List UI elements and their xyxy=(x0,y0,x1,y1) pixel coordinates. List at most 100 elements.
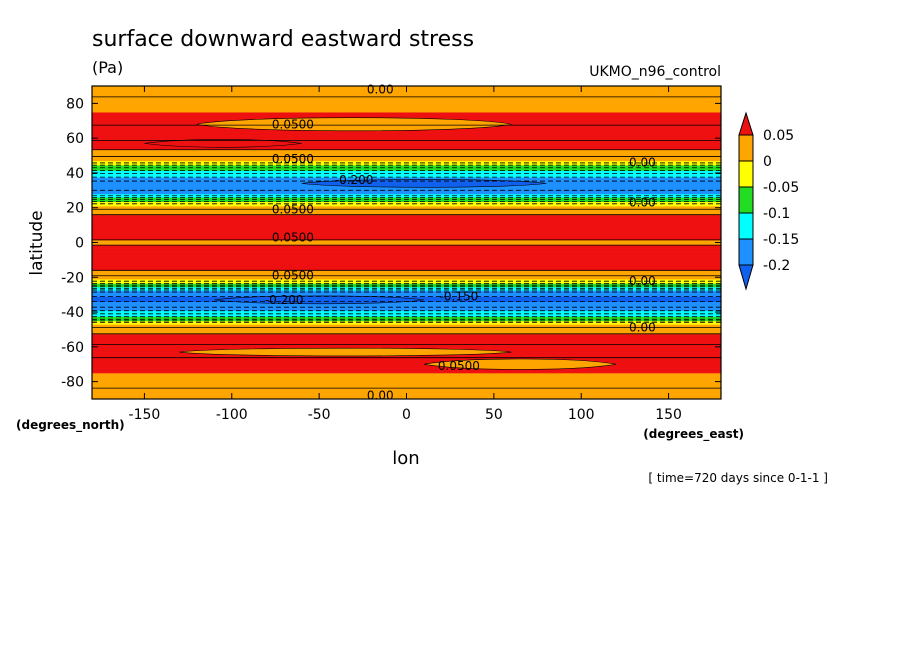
band xyxy=(92,215,721,217)
band xyxy=(92,175,721,177)
band xyxy=(92,314,721,316)
band xyxy=(92,93,721,96)
band xyxy=(92,138,721,140)
band xyxy=(92,105,721,107)
band xyxy=(92,373,721,376)
band xyxy=(92,205,721,208)
band xyxy=(92,313,721,316)
band xyxy=(92,156,721,158)
band xyxy=(92,137,721,139)
contour-patch xyxy=(196,117,512,132)
band xyxy=(92,245,721,248)
band xyxy=(92,103,721,105)
band xyxy=(92,237,721,239)
band xyxy=(92,317,721,319)
band xyxy=(92,92,721,94)
contour-label: 0.00 xyxy=(629,156,656,170)
band xyxy=(92,112,721,114)
band xyxy=(92,315,721,317)
band xyxy=(92,205,721,207)
contour-label: -0.200 xyxy=(265,293,304,307)
band xyxy=(92,292,721,294)
colorbar-label: 0 xyxy=(763,154,772,170)
band xyxy=(92,232,721,234)
band xyxy=(92,385,721,388)
band xyxy=(92,145,721,148)
band xyxy=(92,146,721,149)
contour-label: 0.00 xyxy=(629,321,656,335)
band xyxy=(92,144,721,146)
band xyxy=(92,375,721,377)
band xyxy=(92,99,721,101)
band xyxy=(92,231,721,233)
dataset-label: UKMO_n96_control xyxy=(589,64,721,80)
band xyxy=(92,133,721,136)
band xyxy=(92,263,721,265)
band xyxy=(92,193,721,196)
band xyxy=(92,249,721,251)
band xyxy=(92,381,721,383)
band xyxy=(92,331,721,333)
band xyxy=(92,345,721,347)
band xyxy=(92,258,721,260)
band xyxy=(92,254,721,256)
band xyxy=(92,379,721,381)
band xyxy=(92,339,721,342)
x-axis-label: lon xyxy=(392,448,419,469)
band xyxy=(92,384,721,386)
band xyxy=(92,369,721,371)
band xyxy=(92,204,721,206)
band xyxy=(92,212,721,215)
band xyxy=(92,108,721,110)
band xyxy=(92,198,721,200)
band xyxy=(92,161,721,163)
band xyxy=(92,169,721,171)
band xyxy=(92,147,721,149)
band xyxy=(92,277,721,279)
band xyxy=(92,333,721,336)
y-tick-label: -20 xyxy=(61,270,84,286)
contour-label: 0.0500 xyxy=(272,269,314,283)
band xyxy=(92,242,721,244)
colorbar-label: -0.1 xyxy=(763,206,790,222)
band xyxy=(92,250,721,252)
band xyxy=(92,374,721,376)
band xyxy=(92,98,721,100)
band xyxy=(92,141,721,143)
contour-label: -0.150 xyxy=(440,289,479,303)
colorbar-label: -0.05 xyxy=(763,180,799,196)
band xyxy=(92,294,721,296)
band xyxy=(92,320,721,323)
band xyxy=(92,177,721,179)
band xyxy=(92,209,721,211)
band xyxy=(92,115,721,117)
band xyxy=(92,325,721,327)
band xyxy=(92,111,721,113)
band xyxy=(92,339,721,341)
band xyxy=(92,143,721,145)
band xyxy=(92,219,721,222)
band xyxy=(92,290,721,292)
y-tick-label: -60 xyxy=(61,340,84,356)
band xyxy=(92,151,721,153)
band xyxy=(92,222,721,224)
band xyxy=(92,322,721,324)
contour-label: 0.0500 xyxy=(272,152,314,166)
band xyxy=(92,240,721,243)
band xyxy=(92,391,721,393)
contour-label: 0.00 xyxy=(367,82,394,96)
band xyxy=(92,275,721,277)
band xyxy=(92,159,721,162)
band xyxy=(92,360,721,363)
band xyxy=(92,188,721,190)
band xyxy=(92,214,721,216)
chart-units: (Pa) xyxy=(92,58,123,77)
band xyxy=(92,219,721,221)
contour-label: -0.200 xyxy=(335,173,374,187)
band xyxy=(92,392,721,394)
x-tick-label: -100 xyxy=(216,407,248,423)
band xyxy=(92,234,721,236)
band xyxy=(92,358,721,360)
band xyxy=(92,225,721,228)
